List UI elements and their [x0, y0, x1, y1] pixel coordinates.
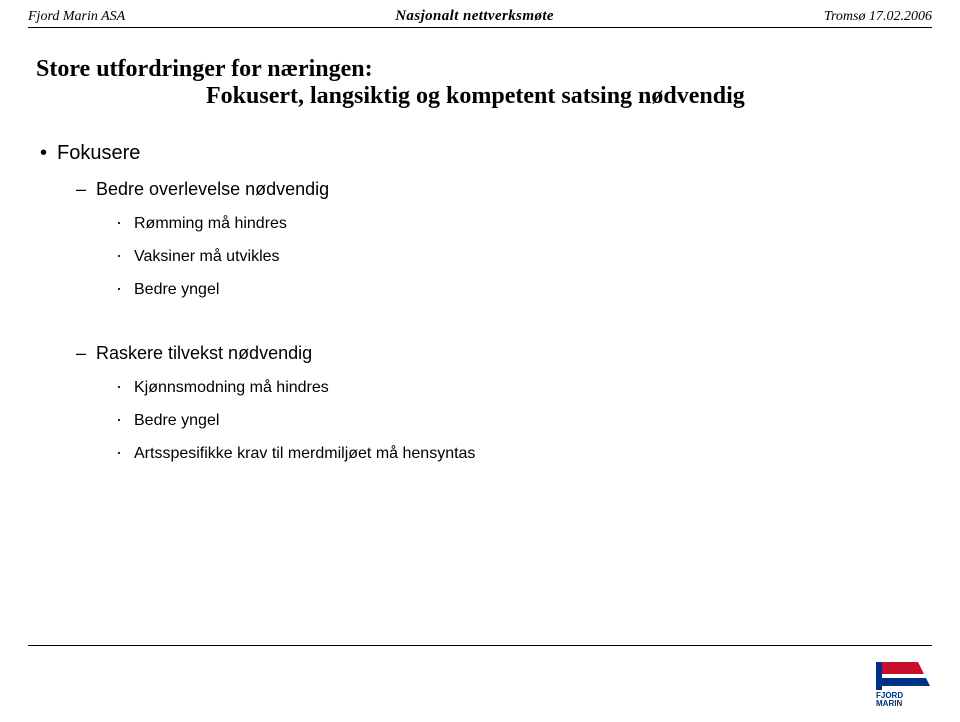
slide-content: Store utfordringer for næringen: Fokuser…	[0, 28, 960, 463]
bullet-text: Bedre yngel	[134, 412, 219, 429]
bullet-level1: Fokusere	[36, 142, 924, 165]
header-center: Nasjonalt nettverksmøte	[395, 8, 554, 25]
header-left: Fjord Marin ASA	[28, 9, 125, 25]
divider-bottom	[28, 645, 932, 646]
bullet-level3: Rømming må hindres	[36, 212, 924, 233]
bullet-level2: Raskere tilvekst nødvendig	[36, 343, 924, 364]
bullet-text: Vaksiner må utvikles	[134, 248, 280, 265]
bullet-text: Fokusere	[57, 142, 140, 164]
fjord-marin-logo-icon: FJORD MARIN	[872, 660, 932, 708]
bullet-level3: Artsspesifikke krav til merdmiljøet må h…	[36, 442, 924, 463]
bullet-text: Kjønnsmodning må hindres	[134, 379, 329, 396]
slide-title-line1: Store utfordringer for næringen:	[36, 56, 924, 83]
slide-title-line2: Fokusert, langsiktig og kompetent satsin…	[36, 83, 924, 110]
bullet-text: Bedre overlevelse nødvendig	[96, 179, 329, 199]
bullet-text: Raskere tilvekst nødvendig	[96, 343, 312, 363]
bullet-level3: Bedre yngel	[36, 278, 924, 299]
svg-text:MARIN: MARIN	[876, 699, 902, 708]
slide-header: Fjord Marin ASA Nasjonalt nettverksmøte …	[0, 0, 960, 27]
bullet-level3: Bedre yngel	[36, 409, 924, 430]
bullet-level3: Kjønnsmodning må hindres	[36, 376, 924, 397]
bullet-text: Bedre yngel	[134, 281, 219, 298]
bullet-level3: Vaksiner må utvikles	[36, 245, 924, 266]
bullet-text: Artsspesifikke krav til merdmiljøet må h…	[134, 445, 475, 462]
bullet-level2: Bedre overlevelse nødvendig	[36, 179, 924, 200]
bullet-text: Rømming må hindres	[134, 215, 287, 232]
header-right: Tromsø 17.02.2006	[824, 9, 932, 25]
